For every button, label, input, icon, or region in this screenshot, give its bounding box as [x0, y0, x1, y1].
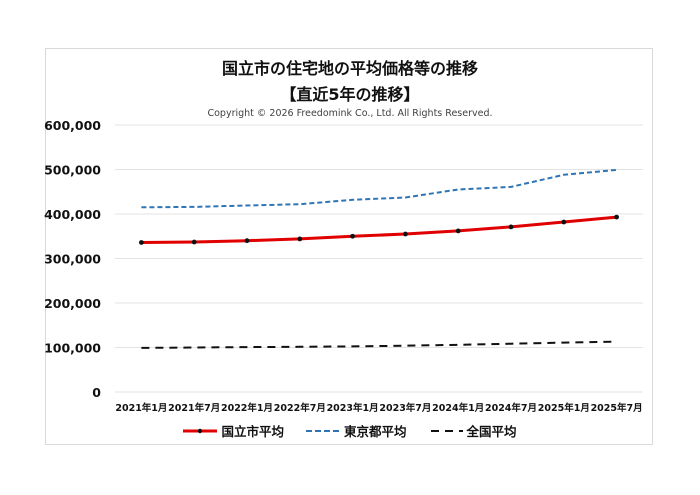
series-line [141, 340, 617, 349]
x-tick-label: 2022年7月 [274, 402, 326, 414]
legend-item-national[interactable]: 全国平均 [429, 421, 517, 440]
data-point[interactable] [244, 238, 250, 244]
legend-label: 国立市平均 [221, 424, 284, 439]
x-tick-label: 2023年1月 [327, 402, 379, 414]
series-line [141, 215, 617, 244]
legend: 国立市平均 東京都平均 全国平均 [0, 421, 700, 440]
data-point[interactable] [403, 231, 408, 237]
x-axis-ticks: 2021年1月 2021年7月 2022年1月 2022年7月 2023年1月 2023年… [115, 402, 642, 414]
y-tick-label: 0 [92, 385, 101, 400]
y-tick-label: 500,000 [44, 163, 101, 178]
y-tick-label: 400,000 [44, 207, 101, 222]
data-point[interactable] [508, 224, 514, 230]
data-point[interactable] [455, 228, 461, 234]
x-tick-label: 2021年7月 [168, 402, 220, 414]
legend-item-kunitachi[interactable]: 国立市平均 [183, 421, 284, 440]
data-point[interactable] [297, 236, 303, 242]
series-lines [139, 168, 619, 349]
data-point[interactable] [614, 214, 619, 220]
x-tick-label: 2021年1月 [115, 402, 167, 414]
legend-label: 東京都平均 [343, 424, 407, 439]
series-line [141, 168, 617, 209]
y-tick-label: 300,000 [44, 252, 101, 267]
chart-frame [45, 48, 653, 445]
x-tick-label: 2025年7月 [591, 402, 643, 414]
y-tick-label: 200,000 [44, 296, 101, 311]
x-tick-label: 2024年7月 [485, 402, 537, 414]
y-tick-label: 100,000 [44, 341, 101, 356]
data-point[interactable] [139, 240, 144, 245]
x-tick-label: 2023年7月 [379, 402, 431, 414]
chart-subtitle: 【直近5年の推移】 [280, 85, 420, 104]
legend-dashed-line-icon [305, 429, 340, 432]
legend-item-tokyo[interactable]: 東京都平均 [305, 421, 407, 440]
data-point[interactable] [191, 239, 197, 245]
y-axis-ticks: 600,000 500,000 400,000 300,000 200,000 100,0… [44, 118, 101, 400]
data-point[interactable] [350, 233, 355, 239]
legend-long-dash-icon [430, 429, 463, 432]
copyright-text: Copyright © 2026 Freedomink Co., Ltd. Al… [207, 108, 493, 119]
x-tick-label: 2024年1月 [432, 402, 484, 414]
y-tick-label: 600,000 [44, 118, 101, 133]
gridlines [115, 124, 643, 393]
x-tick-label: 2022年1月 [221, 402, 273, 414]
chart-title: 国立市の住宅地の平均価格等の推移 [221, 59, 478, 78]
data-point[interactable] [561, 219, 567, 225]
x-tick-label: 2025年1月 [538, 402, 590, 414]
legend-label: 全国平均 [466, 424, 517, 439]
legend-solid-marker-icon [183, 428, 218, 433]
